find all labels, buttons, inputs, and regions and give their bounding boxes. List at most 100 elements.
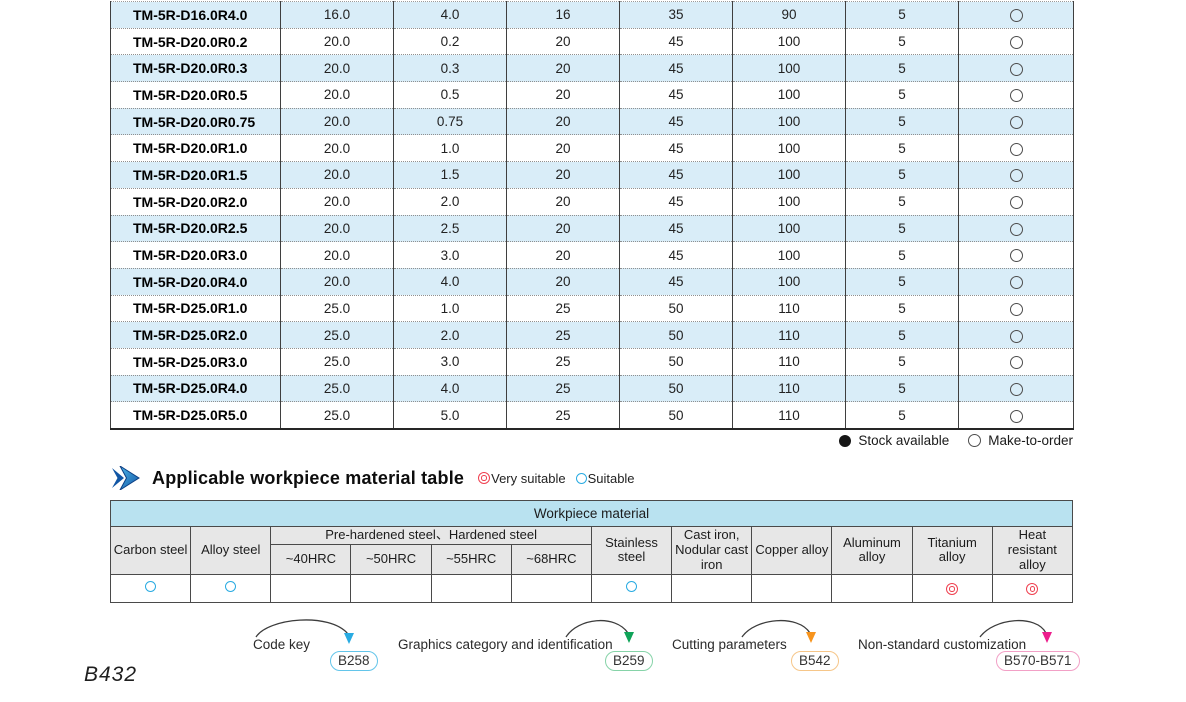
value-cell: 50 xyxy=(619,321,733,349)
value-cell: 20.0 xyxy=(280,188,394,216)
value-cell: 100 xyxy=(732,81,846,109)
make-to-order-icon xyxy=(968,434,982,447)
rating-cell xyxy=(270,573,352,603)
availability-cell xyxy=(958,54,1074,83)
make-to-order-icon xyxy=(1009,249,1023,263)
value-cell: 5 xyxy=(845,28,959,56)
badge-b258: B258 xyxy=(330,651,378,671)
col-heat-resistant-alloy: Heat resistant alloy xyxy=(991,526,1074,575)
value-cell: 25 xyxy=(506,348,620,376)
value-cell: 5 xyxy=(845,321,959,349)
availability-cell xyxy=(958,28,1074,56)
spec-table-row: TM-5R-D25.0R5.0 25.0 5.0 25 50 110 5 xyxy=(111,401,1074,429)
value-cell: 20 xyxy=(506,188,620,216)
value-cell: 16 xyxy=(506,1,620,29)
make-to-order-icon xyxy=(1009,222,1023,236)
make-to-order-icon xyxy=(1009,89,1023,103)
value-cell: 25.0 xyxy=(280,375,394,403)
value-cell: 0.2 xyxy=(393,28,507,56)
value-cell: 50 xyxy=(619,348,733,376)
suitability-legend: Very suitable Suitable xyxy=(478,470,635,486)
model-cell: TM-5R-D16.0R4.0 xyxy=(110,1,281,29)
very-suitable-label: Very suitable xyxy=(491,470,566,486)
value-cell: 25 xyxy=(506,401,620,429)
value-cell: 2.0 xyxy=(393,321,507,349)
value-cell: 5 xyxy=(845,188,959,216)
rating-cell xyxy=(590,573,673,603)
badge-b259: B259 xyxy=(605,651,653,671)
availability-cell xyxy=(958,1,1074,29)
rating-cell xyxy=(190,573,272,603)
model-cell: TM-5R-D20.0R2.5 xyxy=(110,215,281,243)
make-to-order-icon xyxy=(1009,35,1023,49)
col-carbon-steel: Carbon steel xyxy=(109,526,192,575)
rating-cell xyxy=(671,573,753,603)
model-cell: TM-5R-D20.0R0.75 xyxy=(110,108,281,136)
value-cell: 5 xyxy=(845,401,959,429)
value-cell: 20 xyxy=(506,28,620,56)
workpiece-ratings-row xyxy=(109,573,1074,603)
value-cell: 20.0 xyxy=(280,81,394,109)
value-cell: 5 xyxy=(845,295,959,323)
col-alloy-steel: Alloy steel xyxy=(190,526,272,575)
availability-cell xyxy=(958,108,1074,136)
value-cell: 25 xyxy=(506,321,620,349)
suitable-icon xyxy=(145,580,157,592)
value-cell: 20.0 xyxy=(280,28,394,56)
value-cell: 100 xyxy=(732,268,846,296)
value-cell: 100 xyxy=(732,215,846,243)
value-cell: 20.0 xyxy=(280,54,394,83)
make-to-order-icon xyxy=(1009,169,1023,183)
value-cell: 25.0 xyxy=(280,321,394,349)
value-cell: 20 xyxy=(506,54,620,83)
value-cell: 16.0 xyxy=(280,1,394,29)
value-cell: 5 xyxy=(845,215,959,243)
availability-cell xyxy=(958,241,1074,269)
suitable-icon xyxy=(626,580,638,592)
value-cell: 100 xyxy=(732,28,846,56)
section-title: Applicable workpiece material table xyxy=(152,467,465,488)
value-cell: 100 xyxy=(732,161,846,189)
value-cell: 50 xyxy=(619,401,733,429)
very-suitable-icon xyxy=(478,472,491,484)
availability-cell xyxy=(958,268,1074,296)
rating-cell xyxy=(109,573,192,603)
suitable-label: Suitable xyxy=(587,470,635,486)
col-40hrc: ~40HRC xyxy=(270,543,352,575)
availability-cell xyxy=(958,215,1074,243)
stock-available-icon xyxy=(839,434,852,447)
spec-table-row: TM-5R-D20.0R0.5 20.0 0.5 20 45 100 5 xyxy=(110,81,1074,109)
col-68hrc: ~68HRC xyxy=(510,543,592,575)
value-cell: 25.0 xyxy=(280,401,394,429)
stock-legend: Stock available Make-to-order xyxy=(839,433,1073,448)
availability-cell xyxy=(958,321,1074,349)
spec-table-row: TM-5R-D20.0R1.0 20.0 1.0 20 45 100 5 xyxy=(110,134,1074,163)
value-cell: 25 xyxy=(506,375,620,403)
col-aluminum-alloy: Aluminum alloy xyxy=(831,526,913,575)
make-to-order-icon xyxy=(1009,382,1023,396)
workpiece-subheader-row: ~40HRC ~50HRC ~55HRC ~68HRC xyxy=(111,543,1073,575)
spec-table: TM-5R-D16.0R4.0 16.0 4.0 16 35 90 5 TM-5R-D20.0… xyxy=(110,1,1074,430)
workpiece-title: Workpiece material xyxy=(110,500,1073,527)
model-cell: TM-5R-D20.0R1.5 xyxy=(110,161,281,189)
value-cell: 5 xyxy=(845,54,959,83)
value-cell: 5 xyxy=(845,81,959,109)
value-cell: 50 xyxy=(619,375,733,403)
value-cell: 3.0 xyxy=(393,241,507,269)
spec-table-row: TM-5R-D16.0R4.0 16.0 4.0 16 35 90 5 xyxy=(110,1,1074,29)
availability-cell xyxy=(958,295,1074,323)
value-cell: 100 xyxy=(732,241,846,269)
value-cell: 20 xyxy=(506,215,620,243)
model-cell: TM-5R-D20.0R1.0 xyxy=(110,134,281,163)
suitable-icon xyxy=(575,472,587,484)
value-cell: 100 xyxy=(732,134,846,163)
spec-table-row: TM-5R-D20.0R0.3 20.0 0.3 20 45 100 5 xyxy=(110,54,1074,83)
rating-cell xyxy=(510,573,592,603)
rating-cell xyxy=(911,573,993,603)
model-cell: TM-5R-D25.0R5.0 xyxy=(133,407,248,424)
availability-cell xyxy=(958,188,1074,216)
value-cell: 4.0 xyxy=(393,1,507,29)
workpiece-header-row: Carbon steel Alloy steel Pre-hardened st… xyxy=(109,526,1074,575)
spec-table-row: TM-5R-D25.0R1.0 25.0 1.0 25 50 110 5 xyxy=(110,295,1074,323)
make-to-order-icon xyxy=(1009,409,1023,423)
